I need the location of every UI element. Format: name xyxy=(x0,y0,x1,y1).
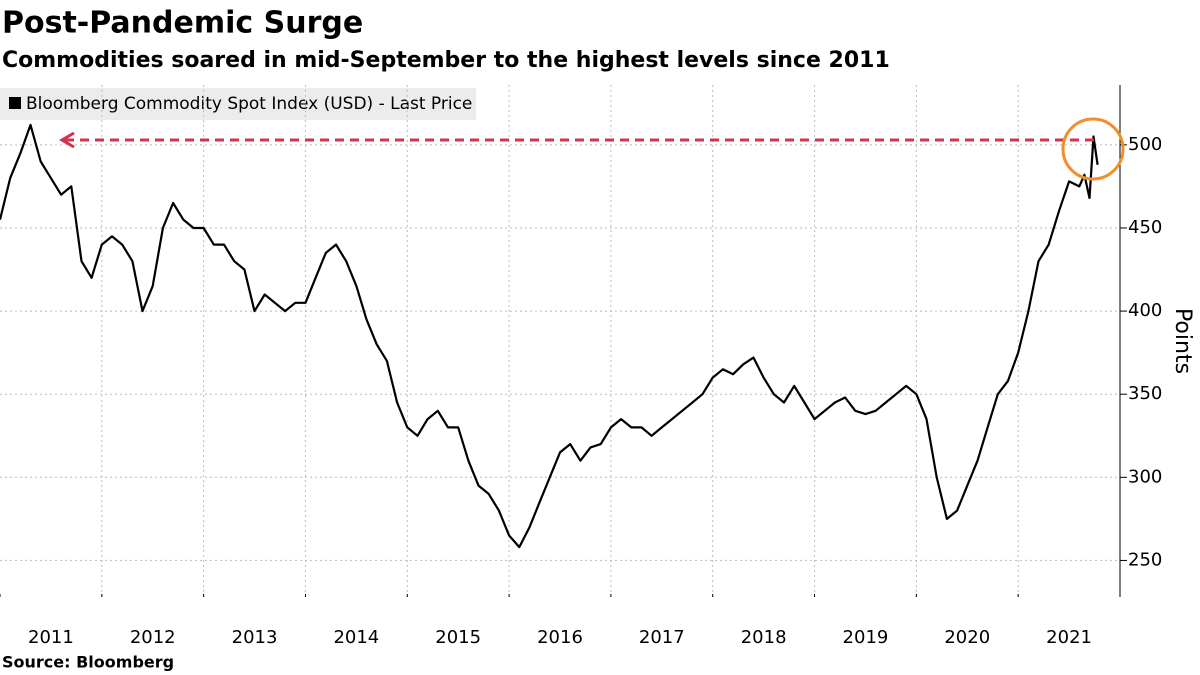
plot-area: 250 300 350 400 450 500 2011 2012 2013 2014 2015 20… xyxy=(0,85,1162,648)
x-tick-label: 2011 xyxy=(28,627,74,648)
legend-swatch xyxy=(9,97,21,109)
x-tick-label: 2012 xyxy=(130,627,176,648)
chart-subtitle: Commodities soared in mid-September to t… xyxy=(2,48,890,73)
x-tick-label: 2021 xyxy=(1046,627,1092,648)
highlight-circle xyxy=(1061,117,1125,181)
arrow-head xyxy=(59,131,75,149)
x-tick-label: 2019 xyxy=(843,627,889,648)
legend-label: Bloomberg Commodity Spot Index (USD) - L… xyxy=(26,94,472,114)
x-tick-label: 2018 xyxy=(741,627,787,648)
x-tick-label: 2020 xyxy=(944,627,990,648)
source: Source: Bloomberg xyxy=(2,653,174,672)
chart-title: Post-Pandemic Surge xyxy=(2,6,363,41)
y-tick-label: 400 xyxy=(1128,300,1162,321)
x-tick-label: 2013 xyxy=(232,627,278,648)
legend-box xyxy=(0,88,476,120)
y-tick-label: 250 xyxy=(1128,549,1162,570)
y-axis-label: Points xyxy=(1170,308,1195,374)
x-tick-label: 2016 xyxy=(537,627,583,648)
y-tick-label: 500 xyxy=(1128,134,1162,155)
y-tick-label: 350 xyxy=(1128,383,1162,404)
y-tick-label: 300 xyxy=(1128,466,1162,487)
line-series xyxy=(0,123,1099,549)
x-tick-label: 2014 xyxy=(333,627,379,648)
x-tick-label: 2017 xyxy=(639,627,685,648)
x-tick-label: 2015 xyxy=(435,627,481,648)
y-tick-label: 450 xyxy=(1128,217,1162,238)
